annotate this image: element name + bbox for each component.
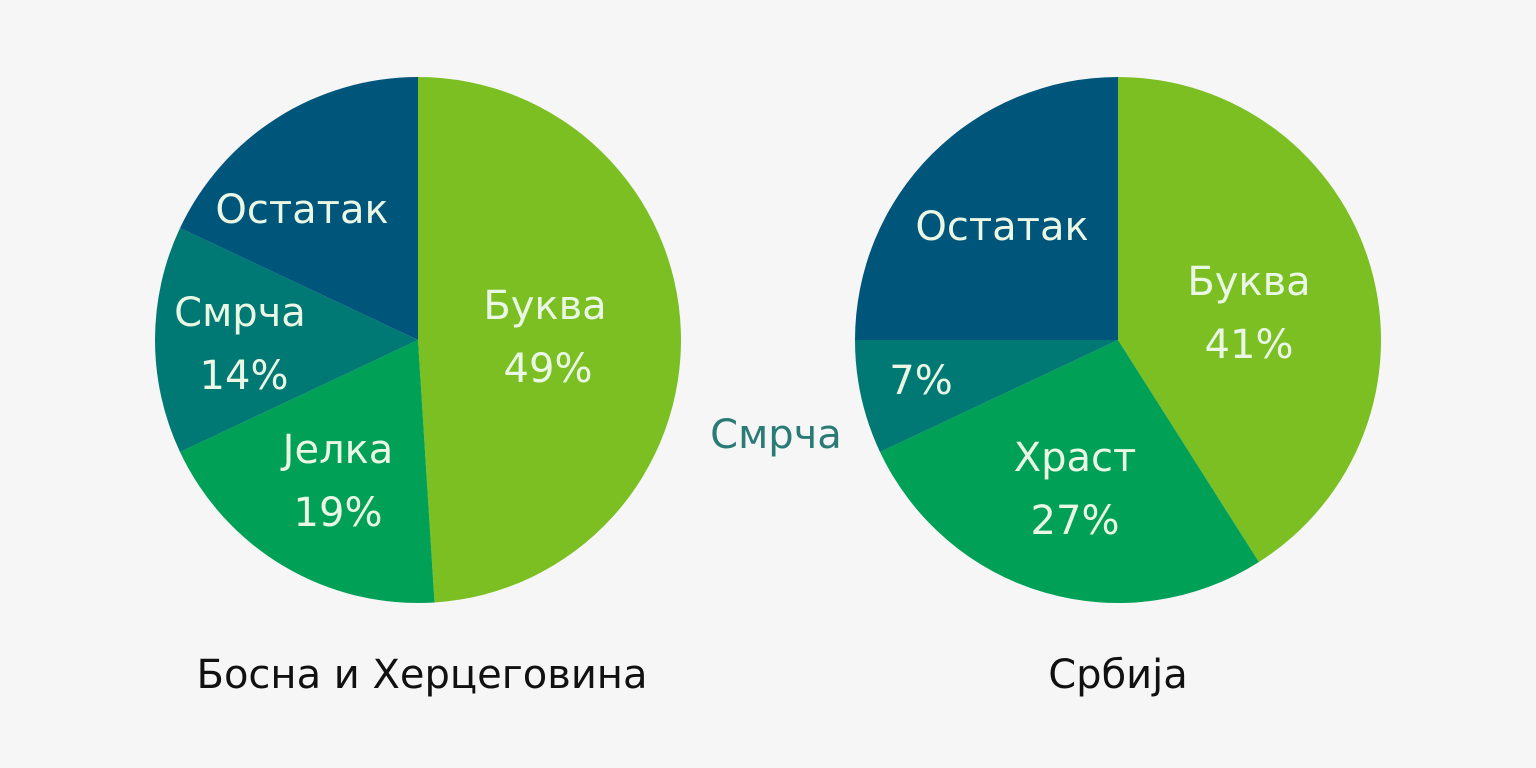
slice-name-label-1-2: Смрча xyxy=(710,412,842,458)
slice-value-label-1-2: 7% xyxy=(889,358,952,404)
slice-name-label-1-1: Храст xyxy=(1014,435,1137,481)
chart-title-bih: Босна и Херцеговина xyxy=(196,652,648,698)
slice-name-label-0-2: Смрча xyxy=(174,290,306,336)
pie-slice-0-2 xyxy=(155,228,418,452)
slice-name-label-0-0: Буква xyxy=(483,283,606,329)
slice-value-label-0-2: 14% xyxy=(200,353,289,399)
slice-name-label-1-0: Буква xyxy=(1187,259,1310,305)
pie-slice-0-3 xyxy=(180,77,418,340)
pie-slice-1-1 xyxy=(880,340,1259,603)
slice-value-label-1-1: 27% xyxy=(1031,498,1120,544)
pie-slice-1-0 xyxy=(1118,77,1382,563)
slice-value-label-0-1: 19% xyxy=(294,490,383,536)
pie-slice-1-3 xyxy=(855,77,1118,340)
slice-value-label-0-0: 49% xyxy=(504,346,593,392)
slice-value-label-1-0: 41% xyxy=(1205,322,1294,368)
slice-name-label-0-3: Остатак xyxy=(215,187,388,233)
chart-title-serbia: Србија xyxy=(1048,652,1188,698)
pie-slice-1-2 xyxy=(855,340,1118,452)
slice-name-label-1-3: Остатак xyxy=(915,204,1088,250)
pie-slice-0-1 xyxy=(180,340,435,603)
slice-name-label-0-1: Јелка xyxy=(280,427,394,473)
pie-slice-0-0 xyxy=(418,77,681,603)
